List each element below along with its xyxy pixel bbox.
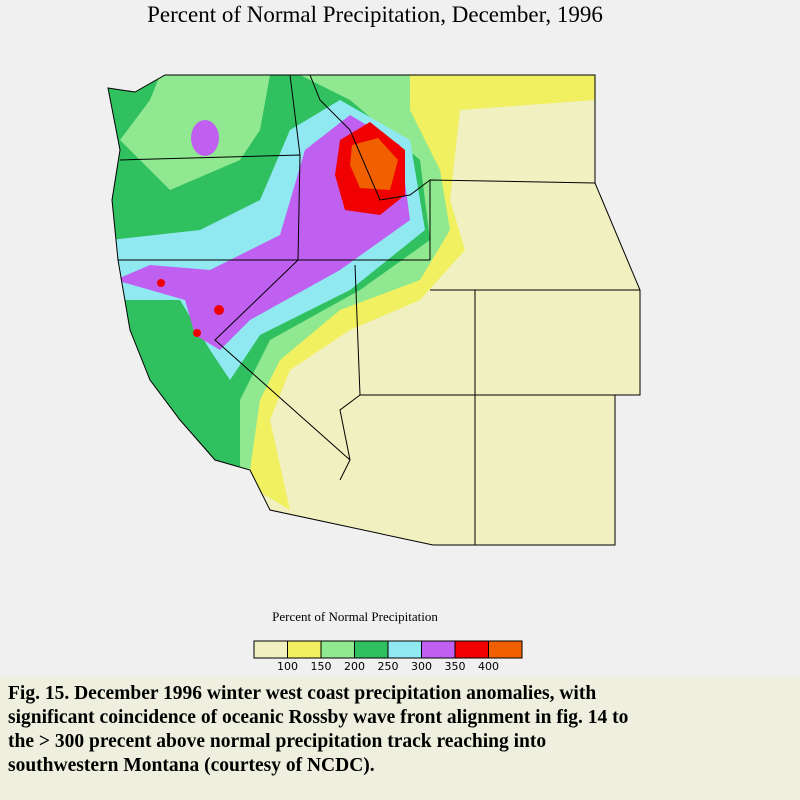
caption-line: Fig. 15. December 1996 winter west coast… — [8, 683, 597, 704]
legend-swatch — [320, 640, 355, 659]
caption-line: significant coincidence of oceanic Rossb… — [8, 707, 629, 728]
legend-tick-label: 250 — [378, 660, 399, 673]
legend-swatch — [454, 640, 489, 659]
state-borders — [107, 74, 641, 546]
legend-swatch — [253, 640, 288, 659]
legend: 100 150 200 250 300 350 400 — [253, 640, 523, 673]
legend-tick-label: 150 — [311, 660, 332, 673]
map-title: Percent of Normal Precipitation, Decembe… — [147, 2, 603, 27]
legend-title: Percent of Normal Precipitation — [272, 609, 438, 624]
legend-swatch — [488, 640, 523, 659]
caption: Fig. 15. December 1996 winter west coast… — [0, 676, 800, 800]
zone — [350, 138, 398, 190]
legend-tick-label: 300 — [411, 660, 432, 673]
legend-tick-label: 350 — [445, 660, 466, 673]
legend-swatch — [387, 640, 422, 659]
legend-swatch — [421, 640, 456, 659]
caption-line: southwestern Montana (courtesy of NCDC). — [8, 755, 375, 776]
legend-swatch — [287, 640, 322, 659]
legend-swatch — [354, 640, 389, 659]
precipitation-field — [108, 75, 640, 545]
zone — [193, 329, 201, 337]
zone — [214, 305, 224, 315]
legend-tick-label: 100 — [277, 660, 298, 673]
zone — [191, 120, 219, 156]
caption-line: the > 300 precent above normal precipita… — [8, 731, 547, 752]
legend-tick-label: 200 — [344, 660, 365, 673]
zone — [157, 279, 165, 287]
legend-tick-label: 400 — [478, 660, 499, 673]
map: Percent of Normal Precipitation 100 150 20… — [107, 74, 641, 673]
